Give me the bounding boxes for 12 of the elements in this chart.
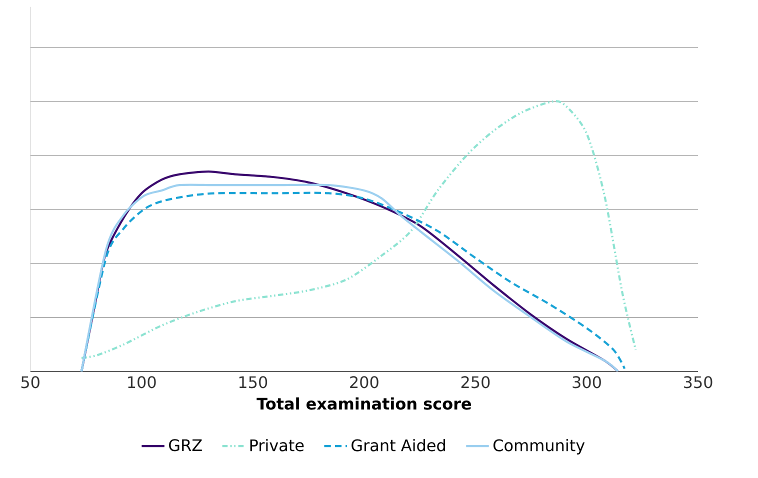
x-tick-label: 300 — [572, 376, 601, 388]
x-tick-label: 150 — [239, 376, 268, 388]
legend-label: Community — [493, 439, 585, 455]
x-tick-label: 200 — [350, 376, 378, 388]
x-axis-title: Total examination score — [256, 398, 472, 410]
x-tick-label: 250 — [461, 376, 490, 388]
x-tick-label: 100 — [128, 376, 156, 388]
legend-label: Grant Aided — [352, 439, 445, 452]
x-tick-label: 350 — [684, 376, 712, 388]
x-tick-label: 50 — [21, 376, 40, 388]
legend-label: Private — [250, 439, 304, 452]
legend-label: GRZ — [169, 439, 202, 452]
